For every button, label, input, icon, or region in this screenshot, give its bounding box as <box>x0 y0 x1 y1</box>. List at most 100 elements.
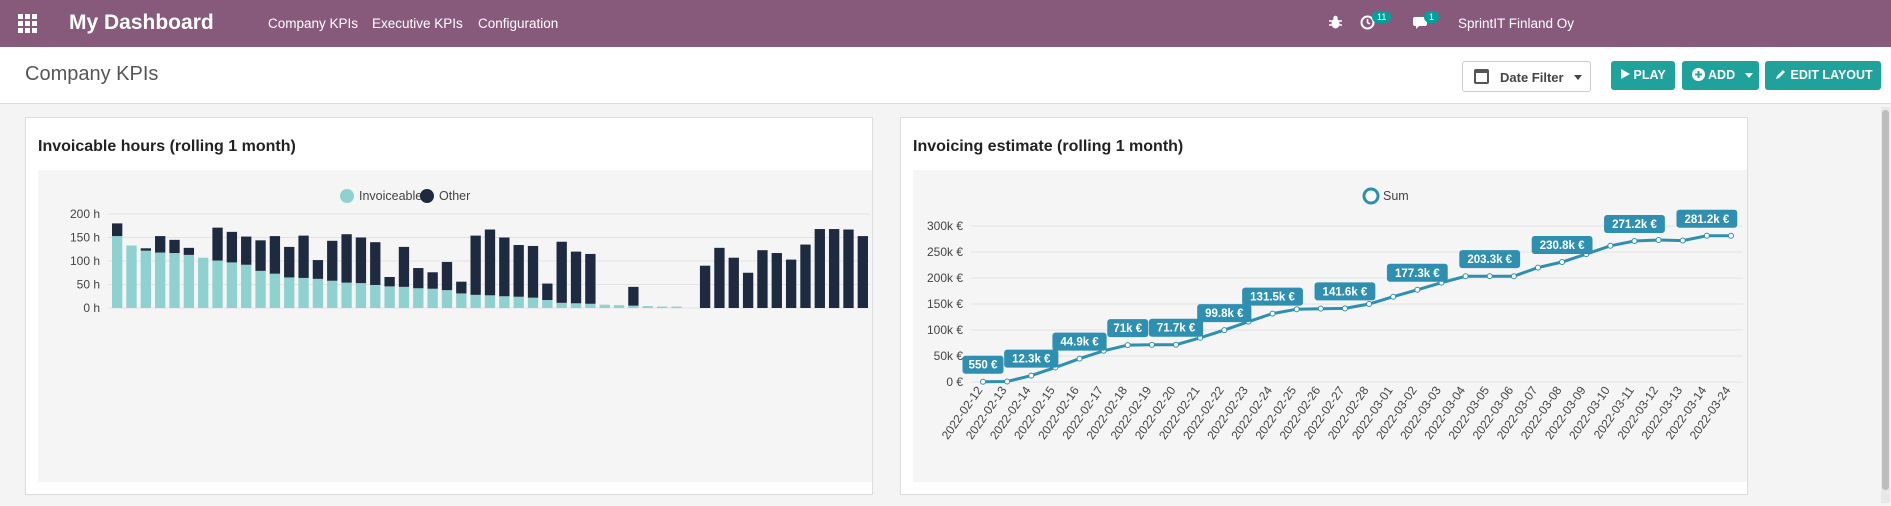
bar-other <box>785 259 797 308</box>
bar-other <box>857 236 868 308</box>
data-label: 99.8k € <box>1205 308 1244 320</box>
date-filter-dropdown[interactable]: Date Filter <box>1462 61 1591 92</box>
data-label: 12.3k € <box>1012 354 1051 366</box>
calendar-icon <box>1474 69 1489 84</box>
bar-invoiceable <box>298 277 309 308</box>
data-point <box>1317 305 1324 312</box>
bar-other <box>341 234 352 283</box>
bar-other <box>298 235 309 278</box>
bar-other <box>843 229 854 308</box>
caret-down-icon <box>1574 75 1582 80</box>
caret-down-icon <box>1744 73 1753 78</box>
bar-other <box>771 253 782 308</box>
data-label-box <box>1004 349 1059 368</box>
bar-invoiceable <box>341 282 352 308</box>
bar-other <box>499 237 510 297</box>
y-tick-label: 200k € <box>927 271 963 285</box>
control-panel: Company KPIs Date Filter PLAY ADD EDIT L… <box>0 47 1891 104</box>
message-count-badge: 1 <box>1424 11 1440 23</box>
bar-other <box>441 261 453 291</box>
apps-grid-icon[interactable] <box>18 14 37 33</box>
data-point <box>1607 242 1614 249</box>
company-switcher[interactable]: SprintIT Finland Oy <box>1458 16 1575 31</box>
bar-invoiceable <box>470 294 481 308</box>
y-tick-label: 0 € <box>946 375 963 389</box>
bar-other <box>484 229 496 296</box>
bar-invoiceable <box>241 264 252 308</box>
date-filter-label: Date Filter <box>1500 70 1564 85</box>
bar-other <box>169 239 180 254</box>
bar-invoiceable <box>140 250 152 308</box>
bar-other <box>513 245 524 297</box>
data-label-box <box>1386 263 1448 282</box>
menu-configuration[interactable]: Configuration <box>478 16 559 31</box>
data-point <box>1703 232 1710 239</box>
bug-icon[interactable] <box>1328 15 1343 30</box>
bar-other <box>226 231 238 263</box>
data-point <box>1679 237 1686 244</box>
y-tick-label: 200 h <box>70 207 100 221</box>
data-label: 177.3k € <box>1395 268 1440 280</box>
bar-other <box>140 248 152 251</box>
bar-other <box>556 241 567 303</box>
data-label-box <box>1197 304 1252 323</box>
bar-other <box>470 235 481 295</box>
bar-invoiceable <box>126 245 137 308</box>
bar-invoiceable <box>169 253 180 308</box>
menu-company-kpis[interactable]: Company KPIs <box>268 16 359 31</box>
bar-other <box>427 272 438 289</box>
data-point <box>1631 237 1638 244</box>
data-point <box>1293 306 1300 313</box>
pencil-icon <box>1776 70 1785 79</box>
app-title: My Dashboard <box>69 11 214 34</box>
bar-other <box>585 253 596 304</box>
bar-other <box>542 283 553 301</box>
bar-invoiceable <box>484 295 496 308</box>
data-point <box>1559 258 1566 265</box>
play-button[interactable]: PLAY <box>1611 61 1675 90</box>
data-label-box <box>1052 332 1107 351</box>
bar-invoiceable <box>671 306 682 308</box>
bar-other <box>212 227 223 261</box>
invoicing-estimate-card: Invoicing estimate (rolling 1 month) Sum… <box>900 117 1748 495</box>
activity-clock-icon[interactable] <box>1360 15 1375 30</box>
messages-icon[interactable] <box>1413 15 1429 30</box>
add-button[interactable]: ADD <box>1682 61 1759 90</box>
chart-area: Invoiceable Other 0 h 50 h 100 h 150 h 200 h <box>38 170 872 482</box>
bar-invoiceable <box>556 302 567 308</box>
data-point <box>1173 341 1180 348</box>
play-icon <box>1621 69 1630 79</box>
data-point <box>1148 341 1155 348</box>
bar-other <box>757 250 768 308</box>
data-point <box>1124 342 1131 349</box>
bar-invoiceable <box>427 288 438 308</box>
data-point <box>1390 293 1397 300</box>
bar-other <box>828 229 840 308</box>
data-point <box>1004 378 1011 385</box>
menu-executive-kpis[interactable]: Executive KPIs <box>372 16 463 31</box>
card-title: Invoicable hours (rolling 1 month) <box>38 138 296 155</box>
invoicable-hours-card: Invoicable hours (rolling 1 month) Invoi… <box>25 117 873 495</box>
main-navbar: My Dashboard Company KPIs Executive KPIs… <box>0 0 1891 47</box>
bar-other <box>241 236 252 265</box>
bar-other <box>628 286 639 306</box>
bar-invoiceable <box>499 296 510 308</box>
bar-other <box>370 242 381 285</box>
bar-other <box>155 236 166 253</box>
bar-invoiceable <box>255 270 266 308</box>
bar-invoiceable <box>370 284 381 308</box>
data-label: 230.8k € <box>1540 240 1585 252</box>
data-label-box <box>1314 282 1376 301</box>
scrollbar-thumb[interactable] <box>1882 110 1889 490</box>
bar-invoiceable <box>513 296 524 308</box>
legend-label-invoiceable: Invoiceable <box>359 189 422 203</box>
bar-invoiceable <box>155 252 166 308</box>
bar-invoiceable <box>570 303 582 308</box>
edit-layout-button[interactable]: EDIT LAYOUT <box>1765 61 1881 90</box>
bar-invoiceable <box>327 280 338 308</box>
data-point <box>1462 273 1469 280</box>
data-label-box <box>1148 318 1204 337</box>
data-label: 281.2k € <box>1684 214 1729 226</box>
page-scrollbar[interactable] <box>1881 107 1890 503</box>
legend-swatch-invoiceable <box>340 189 354 203</box>
